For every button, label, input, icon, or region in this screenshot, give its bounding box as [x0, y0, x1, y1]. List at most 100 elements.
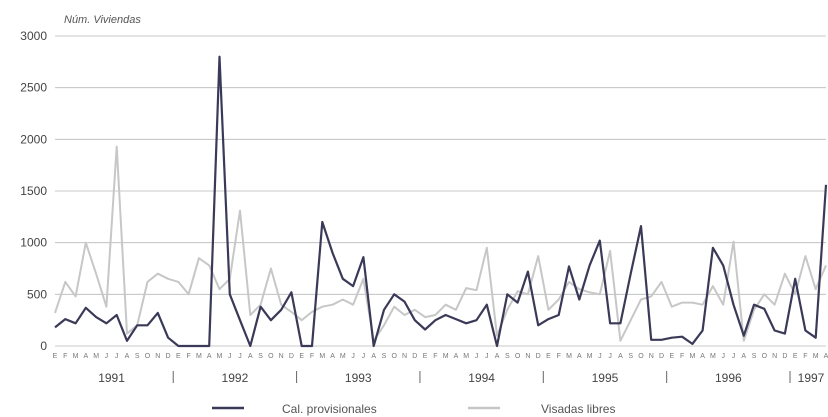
month-tick-label: E — [176, 353, 181, 360]
y-tick-label: 0 — [40, 339, 47, 353]
month-tick-label: S — [258, 353, 263, 360]
month-tick-label: J — [732, 353, 736, 360]
month-tick-label: F — [310, 353, 314, 360]
month-tick-label: A — [700, 353, 705, 360]
month-tick-label: M — [340, 353, 346, 360]
month-tick-label: F — [63, 353, 67, 360]
month-tick-label: D — [412, 353, 417, 360]
month-tick-label: D — [536, 353, 541, 360]
month-tick-label: E — [299, 353, 304, 360]
month-tick-label: A — [248, 353, 253, 360]
month-tick-label: J — [228, 353, 232, 360]
month-tick-label: J — [115, 353, 119, 360]
month-tick-label: S — [505, 353, 510, 360]
month-tick-label: O — [638, 353, 644, 360]
month-tick-label: M — [319, 353, 325, 360]
y-tick-label: 1000 — [20, 236, 47, 250]
month-tick-label: F — [680, 353, 684, 360]
month-tick-label: A — [330, 353, 335, 360]
month-tick-label: A — [618, 353, 623, 360]
month-tick-label: E — [793, 353, 798, 360]
y-tick-label: 3000 — [20, 29, 47, 43]
legend-label-cal-provisionales: Cal. provisionales — [282, 402, 377, 416]
month-tick-label: S — [752, 353, 757, 360]
month-tick-label: N — [155, 353, 160, 360]
year-label: 1992 — [222, 371, 249, 385]
month-tick-label: A — [207, 353, 212, 360]
month-tick-label: N — [525, 353, 530, 360]
month-tick-label: A — [824, 353, 828, 360]
series-lines — [54, 55, 828, 348]
y-axis-label: Núm. Viviendas — [64, 14, 141, 26]
month-tick-label: N — [772, 353, 777, 360]
month-tick-label: O — [268, 353, 274, 360]
month-tick-label: A — [371, 353, 376, 360]
month-tick-label: D — [782, 353, 787, 360]
month-tick-label: F — [186, 353, 190, 360]
month-tick-label: M — [217, 353, 223, 360]
month-tick-label: J — [598, 353, 602, 360]
month-tick-label: M — [443, 353, 449, 360]
gridlines — [55, 35, 826, 347]
month-tick-label: A — [84, 353, 89, 360]
month-tick-label: M — [813, 353, 819, 360]
y-tick-label: 500 — [27, 287, 47, 301]
month-tick-label: M — [587, 353, 593, 360]
y-tick-label: 2000 — [20, 132, 47, 146]
month-tick-label: A — [741, 353, 746, 360]
month-tick-label: S — [382, 353, 387, 360]
month-tick-label: D — [659, 353, 664, 360]
month-tick-label: J — [351, 353, 355, 360]
month-tick-label: J — [721, 353, 725, 360]
month-tick-label: N — [402, 353, 407, 360]
month-tick-label: M — [463, 353, 469, 360]
month-tick-label: D — [166, 353, 171, 360]
month-tick-label: F — [433, 353, 437, 360]
series-line-cal-provisionales — [54, 55, 828, 348]
legend: Cal. provisionales Visadas libres — [212, 402, 615, 416]
month-tick-label: S — [628, 353, 633, 360]
month-tick-label: E — [423, 353, 428, 360]
month-tick-label: M — [73, 353, 79, 360]
y-tick-labels: 0 500 1000 1500 2000 2500 3000 — [20, 29, 47, 353]
year-label: 1991 — [98, 371, 125, 385]
month-tick-label: E — [53, 353, 58, 360]
month-tick-label: N — [279, 353, 284, 360]
month-tick-label: E — [546, 353, 551, 360]
month-tick-label: M — [196, 353, 202, 360]
month-tick-label: A — [495, 353, 500, 360]
year-label: 1993 — [345, 371, 372, 385]
month-tick-label: J — [238, 353, 242, 360]
month-tick-label: A — [125, 353, 130, 360]
month-tick-label: M — [710, 353, 716, 360]
year-label: 1994 — [468, 371, 495, 385]
y-tick-label: 1500 — [20, 184, 47, 198]
month-tick-label: A — [577, 353, 582, 360]
month-tick-label: O — [392, 353, 398, 360]
legend-label-visadas-libres: Visadas libres — [541, 402, 615, 416]
month-tick-label: N — [649, 353, 654, 360]
month-tick-label: M — [93, 353, 99, 360]
year-label: 1995 — [592, 371, 619, 385]
month-tick-label: F — [557, 353, 561, 360]
month-tick-label: J — [105, 353, 109, 360]
month-tick-label: O — [762, 353, 768, 360]
month-tick-label: J — [362, 353, 366, 360]
month-tick-label: S — [135, 353, 140, 360]
month-tick-label: O — [515, 353, 521, 360]
month-tick-label: J — [485, 353, 489, 360]
month-tick-label: O — [145, 353, 151, 360]
series-line-visadas-libres — [54, 145, 827, 342]
month-tick-label: A — [454, 353, 459, 360]
month-tick-label: J — [475, 353, 479, 360]
year-label: 1996 — [715, 371, 742, 385]
month-tick-label: M — [689, 353, 695, 360]
year-label: 1997 — [798, 371, 825, 385]
month-tick-label: M — [566, 353, 572, 360]
month-tick-label: J — [608, 353, 612, 360]
y-tick-label: 2500 — [20, 81, 47, 95]
month-tick-label: E — [669, 353, 674, 360]
month-tick-label: D — [289, 353, 294, 360]
